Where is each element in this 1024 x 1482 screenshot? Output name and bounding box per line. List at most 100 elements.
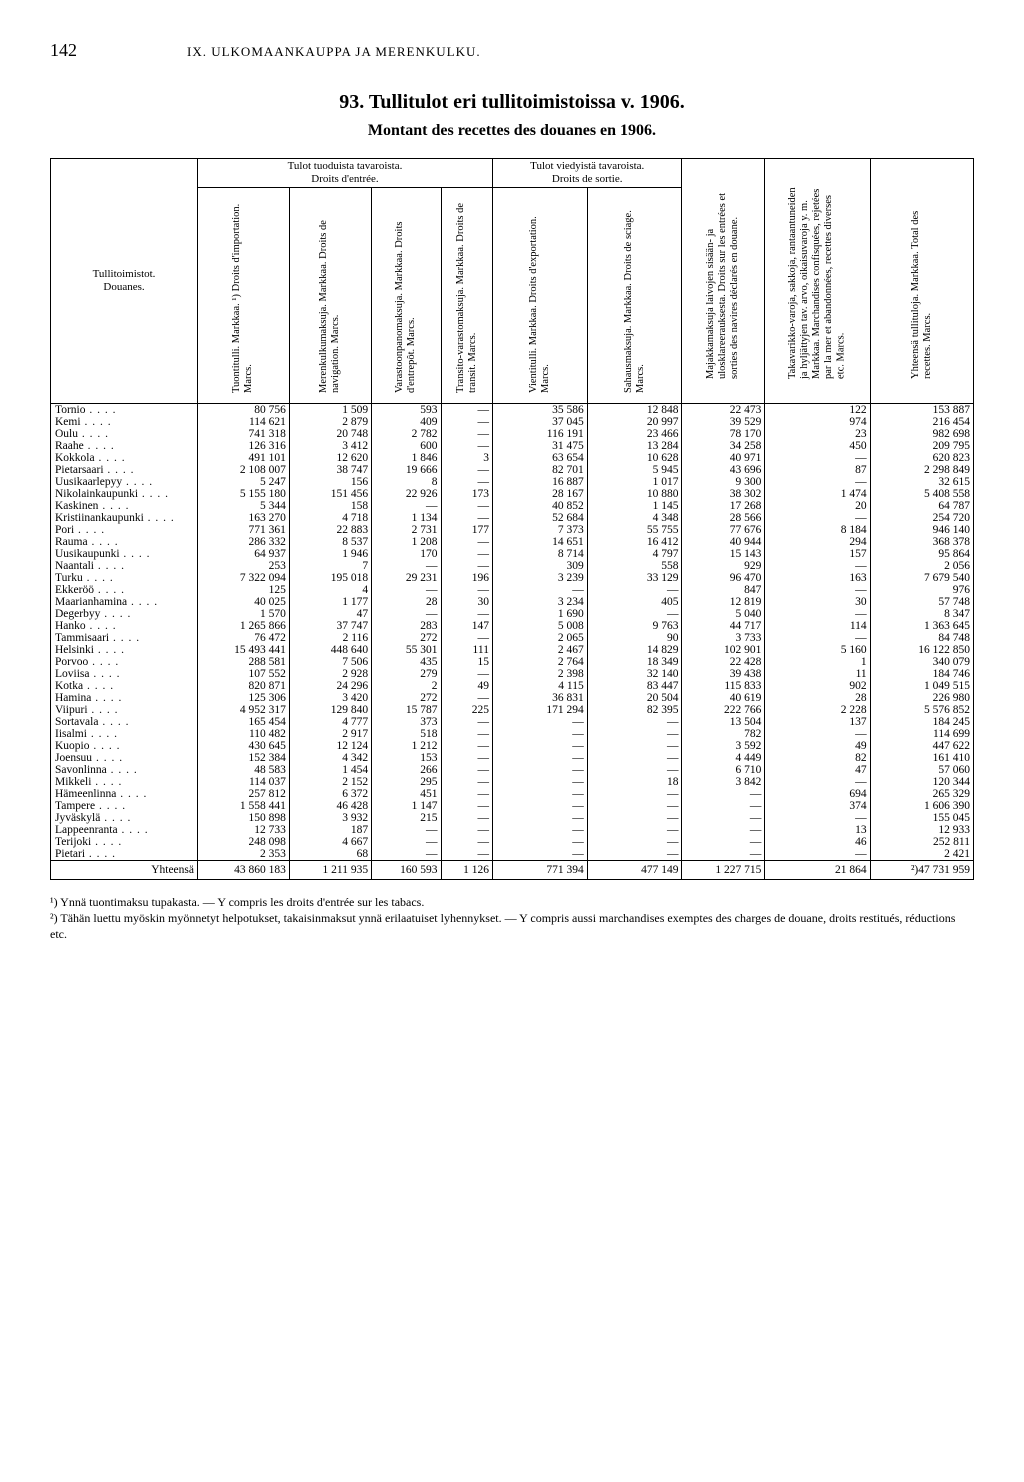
table-row: Porvoo . . . .288 5817 506435152 76418 3…	[51, 656, 974, 668]
value-cell: —	[492, 800, 587, 812]
value-cell: 8 537	[289, 536, 371, 548]
value-cell: —	[587, 764, 682, 776]
value-cell: 3 592	[682, 740, 765, 752]
value-cell: —	[765, 452, 870, 464]
location-cell: Tampere . . . .	[51, 800, 198, 812]
value-cell: 405	[587, 596, 682, 608]
value-cell: 5 576 852	[870, 704, 973, 716]
location-cell: Tornio . . . .	[51, 403, 198, 416]
value-cell: 4	[289, 584, 371, 596]
value-cell: 946 140	[870, 524, 973, 536]
value-cell: —	[441, 403, 492, 416]
value-cell: —	[372, 848, 441, 861]
value-cell: 63 654	[492, 452, 587, 464]
location-cell: Maarianhamina . . . .	[51, 596, 198, 608]
value-cell: 196	[441, 572, 492, 584]
value-cell: 46 428	[289, 800, 371, 812]
table-row: Hanko . . . .1 265 86637 7472831475 0089…	[51, 620, 974, 632]
value-cell: 125 306	[198, 692, 290, 704]
value-cell: —	[441, 824, 492, 836]
footnotes: ¹) Ynnä tuontimaksu tupakasta. — Y compr…	[50, 894, 974, 943]
table-row: Iisalmi . . . .110 4822 917518———782—114…	[51, 728, 974, 740]
value-cell: 4 115	[492, 680, 587, 692]
value-cell: 14 829	[587, 644, 682, 656]
value-cell: 187	[289, 824, 371, 836]
value-cell: 741 318	[198, 428, 290, 440]
value-cell: 15 143	[682, 548, 765, 560]
table-row: Helsinki . . . .15 493 441448 64055 3011…	[51, 644, 974, 656]
value-cell: —	[441, 716, 492, 728]
value-cell: 28	[372, 596, 441, 608]
value-cell: 272	[372, 632, 441, 644]
location-cell: Mikkeli . . . .	[51, 776, 198, 788]
value-cell: 409	[372, 416, 441, 428]
value-cell: —	[492, 824, 587, 836]
value-cell: —	[441, 440, 492, 452]
value-cell: 16 412	[587, 536, 682, 548]
value-cell: 30	[765, 596, 870, 608]
value-cell: 2 228	[765, 704, 870, 716]
value-cell: —	[441, 836, 492, 848]
value-cell: 37 045	[492, 416, 587, 428]
value-cell: 288 581	[198, 656, 290, 668]
location-cell: Hamina . . . .	[51, 692, 198, 704]
value-cell: 115 833	[682, 680, 765, 692]
value-cell: 820 871	[198, 680, 290, 692]
table-row: Degerbyy . . . .1 57047——1 690—5 040—8 3…	[51, 608, 974, 620]
value-cell: —	[765, 512, 870, 524]
value-cell: —	[441, 848, 492, 861]
value-cell: 272	[372, 692, 441, 704]
value-cell: 129 840	[289, 704, 371, 716]
value-cell: 20 504	[587, 692, 682, 704]
value-cell: 2 056	[870, 560, 973, 572]
value-cell: 150 898	[198, 812, 290, 824]
value-cell: —	[441, 668, 492, 680]
value-cell: —	[587, 800, 682, 812]
value-cell: —	[372, 608, 441, 620]
table-row: Kuopio . . . .430 64512 1241 212———3 592…	[51, 740, 974, 752]
value-cell: 309	[492, 560, 587, 572]
value-cell: 248 098	[198, 836, 290, 848]
value-cell: 1 134	[372, 512, 441, 524]
value-cell: 6 372	[289, 788, 371, 800]
value-cell: 173	[441, 488, 492, 500]
value-cell: 5 155 180	[198, 488, 290, 500]
value-cell: 982 698	[870, 428, 973, 440]
value-cell: 209 795	[870, 440, 973, 452]
value-cell: 76 472	[198, 632, 290, 644]
value-cell: 9 300	[682, 476, 765, 488]
table-row: Nikolainkaupunki . . . .5 155 180151 456…	[51, 488, 974, 500]
table-row: Kristiinankaupunki . . . .163 2704 7181 …	[51, 512, 974, 524]
value-cell: 9 763	[587, 620, 682, 632]
value-cell: 111	[441, 644, 492, 656]
value-cell: 47	[289, 608, 371, 620]
location-cell: Raahe . . . .	[51, 440, 198, 452]
value-cell: 2 353	[198, 848, 290, 861]
value-cell: 152 384	[198, 752, 290, 764]
value-cell: 96 470	[682, 572, 765, 584]
value-cell: 17 268	[682, 500, 765, 512]
totals-label: Yhteensä	[51, 860, 198, 879]
value-cell: 2 467	[492, 644, 587, 656]
value-cell: 55 301	[372, 644, 441, 656]
location-cell: Ekkeröö . . . .	[51, 584, 198, 596]
value-cell: 68	[289, 848, 371, 861]
value-cell: 177	[441, 524, 492, 536]
value-cell: 170	[372, 548, 441, 560]
value-cell: 153	[372, 752, 441, 764]
value-cell: —	[682, 812, 765, 824]
table-row: Tornio . . . .80 7561 509593—35 58612 84…	[51, 403, 974, 416]
value-cell: 7 506	[289, 656, 371, 668]
table-row: Ekkeröö . . . .1254————847—976	[51, 584, 974, 596]
location-cell: Helsinki . . . .	[51, 644, 198, 656]
value-cell: 3 842	[682, 776, 765, 788]
value-cell: 24 296	[289, 680, 371, 692]
table-row: Savonlinna . . . .48 5831 454266———6 710…	[51, 764, 974, 776]
value-cell: 57 748	[870, 596, 973, 608]
location-cell: Kristiinankaupunki . . . .	[51, 512, 198, 524]
value-cell: 215	[372, 812, 441, 824]
value-cell: 184 245	[870, 716, 973, 728]
value-cell: 156	[289, 476, 371, 488]
value-cell: 114 037	[198, 776, 290, 788]
value-cell: —	[682, 848, 765, 861]
